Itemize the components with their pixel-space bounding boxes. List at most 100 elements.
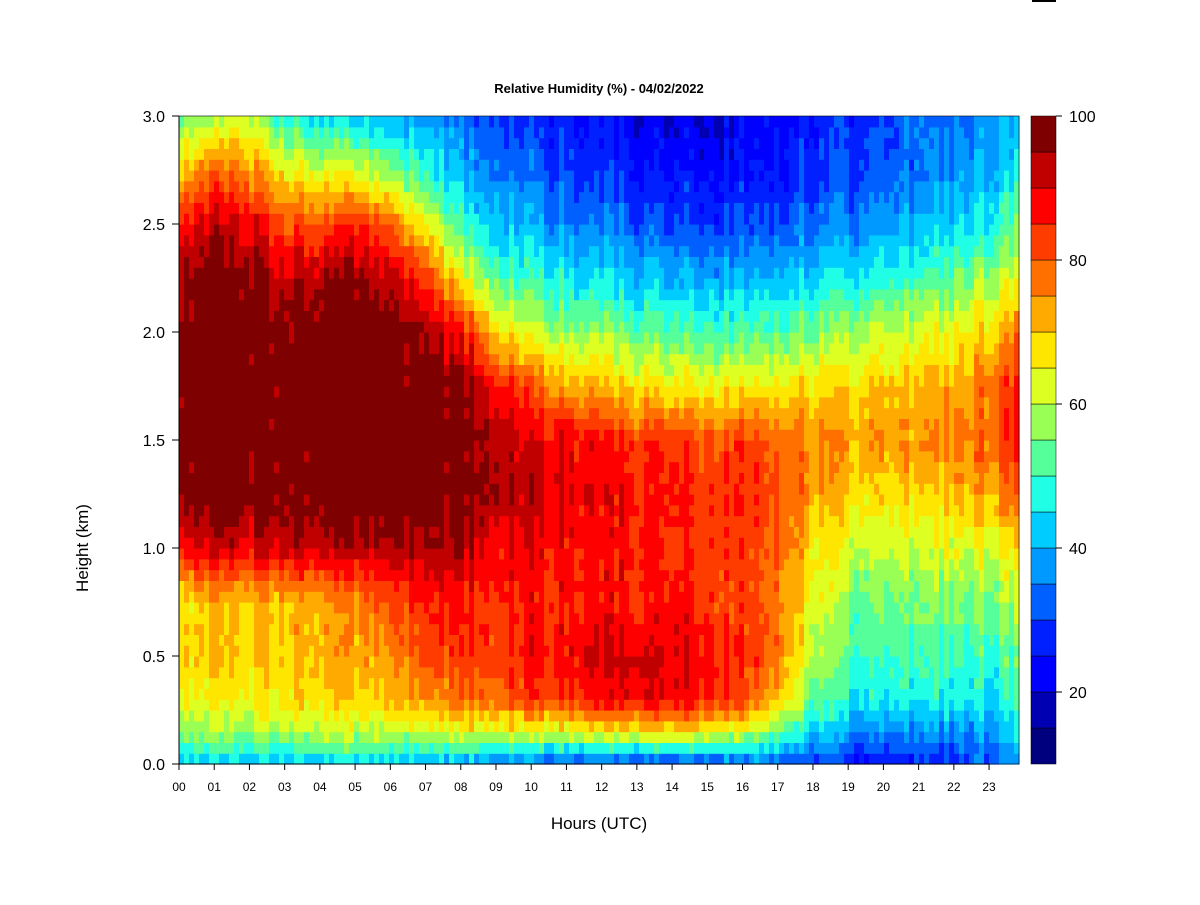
heatmap-cell	[254, 656, 260, 668]
heatmap-cell	[234, 256, 240, 268]
heatmap-cell	[404, 634, 410, 646]
heatmap-cell	[509, 494, 515, 506]
heatmap-cell	[519, 353, 525, 365]
heatmap-cell	[419, 656, 425, 668]
heatmap-cell	[424, 429, 430, 441]
heatmap-cell	[419, 666, 425, 679]
heatmap-cell	[554, 580, 560, 592]
heatmap-cell	[379, 720, 385, 733]
heatmap-cell	[264, 375, 270, 387]
heatmap-cell	[484, 148, 490, 160]
heatmap-cell	[269, 483, 275, 495]
heatmap-cell	[379, 450, 385, 463]
heatmap-cell	[354, 288, 360, 301]
heatmap-cell	[489, 224, 495, 236]
heatmap-cell	[189, 483, 195, 495]
heatmap-cell	[429, 731, 435, 743]
heatmap-cell	[369, 429, 375, 441]
heatmap-cell	[309, 450, 315, 463]
heatmap-cell	[539, 429, 545, 441]
heatmap-cell	[229, 364, 235, 376]
heatmap-cell	[324, 224, 330, 236]
heatmap-cell	[214, 569, 220, 581]
heatmap-cell	[399, 440, 405, 452]
heatmap-cell	[199, 645, 205, 657]
heatmap-cell	[334, 602, 340, 614]
heatmap-cell	[179, 548, 185, 560]
heatmap-cell	[354, 504, 360, 517]
heatmap-cell	[429, 666, 435, 679]
heatmap-cell	[304, 353, 310, 365]
heatmap-cell	[509, 256, 515, 268]
heatmap-cell	[314, 375, 320, 387]
heatmap-cell	[349, 245, 355, 257]
heatmap-cell	[584, 483, 590, 495]
heatmap-cell	[289, 256, 295, 268]
heatmap-cell	[324, 353, 330, 365]
heatmap-cell	[249, 699, 255, 711]
heatmap-cell	[259, 396, 265, 409]
heatmap-cell	[364, 321, 370, 333]
heatmap-cell	[344, 213, 350, 225]
heatmap-cell	[314, 288, 320, 301]
heatmap-cell	[219, 342, 225, 355]
heatmap-cell	[299, 148, 305, 160]
heatmap-cell	[279, 234, 285, 247]
heatmap-cell	[234, 526, 240, 538]
heatmap-cell	[494, 494, 500, 506]
heatmap-cell	[529, 753, 535, 765]
heatmap-cell	[499, 504, 505, 517]
heatmap-cell	[449, 353, 455, 365]
heatmap-cell	[409, 375, 415, 387]
heatmap-cell	[504, 364, 510, 376]
heatmap-cell	[534, 526, 540, 538]
heatmap-cell	[479, 267, 485, 279]
heatmap-cell	[589, 450, 595, 463]
heatmap-cell	[364, 418, 370, 430]
heatmap-cell	[484, 386, 490, 398]
heatmap-cell	[494, 710, 500, 722]
heatmap-cell	[224, 148, 230, 160]
heatmap-cell	[269, 623, 275, 635]
heatmap-cell	[564, 418, 570, 430]
heatmap-cell	[389, 137, 395, 149]
heatmap-cell	[244, 288, 250, 301]
heatmap-cell	[464, 202, 470, 214]
heatmap-cell	[439, 116, 445, 128]
heatmap-cell	[479, 180, 485, 193]
heatmap-cell	[259, 515, 265, 527]
heatmap-cell	[239, 656, 245, 668]
heatmap-cell	[544, 353, 550, 365]
heatmap-cell	[524, 483, 530, 495]
heatmap-cell	[389, 386, 395, 398]
heatmap-cell	[559, 440, 565, 452]
heatmap-cell	[239, 526, 245, 538]
heatmap-cell	[359, 440, 365, 452]
heatmap-cell	[324, 288, 330, 301]
heatmap-cell	[309, 720, 315, 733]
heatmap-cell	[309, 461, 315, 473]
heatmap-cell	[259, 720, 265, 733]
heatmap-cell	[539, 234, 545, 247]
heatmap-cell	[249, 623, 255, 635]
heatmap-cell	[384, 386, 390, 398]
heatmap-cell	[429, 429, 435, 441]
heatmap-cell	[329, 602, 335, 614]
heatmap-cell	[424, 148, 430, 160]
heatmap-cell	[519, 116, 525, 128]
heatmap-cell	[524, 656, 530, 668]
heatmap-cell	[449, 634, 455, 646]
heatmap-cell	[364, 612, 370, 625]
heatmap-cell	[559, 742, 565, 754]
heatmap-cell	[214, 407, 220, 419]
heatmap-cell	[459, 634, 465, 646]
heatmap-cell	[394, 386, 400, 398]
heatmap-cell	[189, 612, 195, 625]
heatmap-cell	[459, 440, 465, 452]
heatmap-cell	[504, 666, 510, 679]
heatmap-cell	[529, 299, 535, 311]
heatmap-cell	[354, 267, 360, 279]
heatmap-cell	[384, 450, 390, 463]
heatmap-cell	[529, 710, 535, 722]
heatmap-cell	[589, 699, 595, 711]
